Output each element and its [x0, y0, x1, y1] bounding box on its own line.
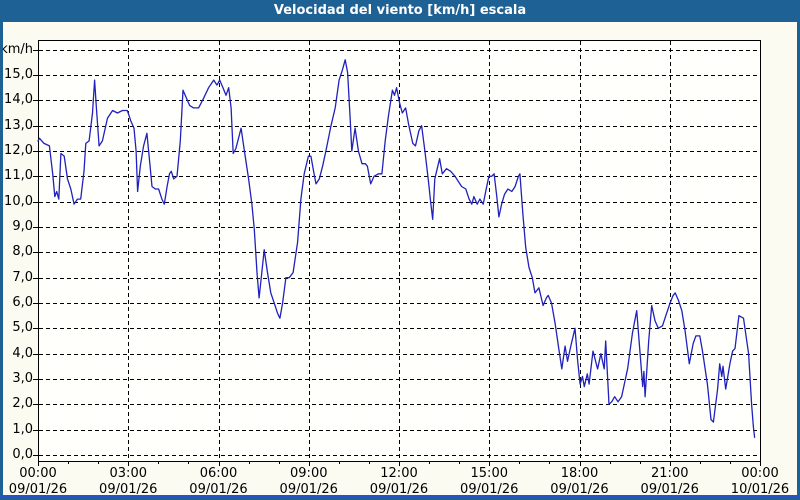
y-axis-label: 7,0 — [12, 269, 33, 285]
x-axis-date-label: 09/01/26 — [550, 482, 609, 497]
window-frame-left — [0, 22, 3, 500]
window-frame-bottom-accent — [0, 495, 800, 498]
y-axis-unit-label: km/h — [0, 41, 33, 57]
y-axis-label: 5,0 — [12, 320, 33, 336]
x-axis-date-label: 09/01/26 — [8, 482, 68, 497]
x-axis-time-label: 18:00 — [560, 466, 599, 481]
wind-speed-line — [37, 59, 756, 438]
y-axis-label: 15,0 — [4, 67, 33, 82]
x-axis-date-label: 09/01/26 — [189, 482, 248, 497]
y-axis-label: 6,0 — [12, 295, 33, 310]
x-axis-time-label: 21:00 — [651, 466, 689, 481]
x-axis-date-label: 09/01/26 — [460, 482, 519, 497]
chart-title: Velocidad del viento [km/h] escala — [273, 3, 527, 18]
x-axis-time-label: 15:00 — [470, 466, 508, 481]
wind-speed-chart — [33, 40, 761, 466]
window-frame-bottom — [0, 498, 800, 500]
x-axis-date-label: 09/01/26 — [369, 482, 429, 497]
y-axis-label: 2,0 — [12, 396, 33, 412]
y-axis-label: 14,0 — [4, 92, 33, 108]
x-axis-time-label: 09:00 — [290, 466, 328, 481]
x-axis-date-label: 09/01/26 — [279, 482, 338, 497]
y-axis-label: 0,0 — [12, 447, 33, 462]
x-axis-date-label: 10/01/26 — [730, 482, 790, 497]
y-axis-label: 13,0 — [4, 117, 33, 133]
y-axis-label: 3,0 — [12, 371, 33, 386]
x-axis-time-label: 00:00 — [741, 466, 779, 481]
y-axis-label: 9,0 — [12, 219, 33, 234]
chart-area: km/h 15,0 14,0 13,0 12,0 11,0 10,0 9,0 8,0 7,0 6,0… — [0, 22, 800, 500]
x-axis-time-label: 12:00 — [380, 466, 418, 481]
x-axis-time-label: 00:00 — [19, 466, 57, 481]
y-axis-label: 10,0 — [4, 193, 33, 209]
title-bar: Velocidad del viento [km/h] escala — [0, 0, 800, 22]
y-axis-label: 8,0 — [12, 244, 33, 260]
x-axis-date-label: 09/01/26 — [99, 482, 158, 497]
y-axis-label: 4,0 — [12, 345, 33, 361]
y-axis-label: 12,0 — [4, 143, 33, 158]
x-axis-time-label: 06:00 — [199, 466, 238, 481]
x-axis-time-label: 03:00 — [109, 466, 147, 481]
x-axis-date-label: 09/01/26 — [640, 482, 699, 497]
window-frame-right — [797, 22, 800, 500]
y-axis-label: 11,0 — [4, 168, 33, 184]
y-axis-label: 1,0 — [12, 421, 33, 437]
